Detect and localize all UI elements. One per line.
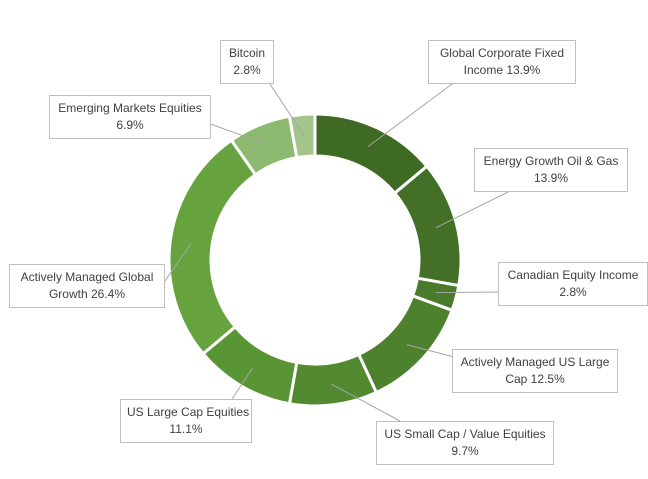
callout-canadian-equity-income: Canadian Equity Income 2.8% <box>498 262 648 306</box>
leader-line <box>265 77 305 136</box>
leader-line <box>164 243 192 282</box>
callout-value: 2.8% <box>559 285 587 299</box>
callout-label: Energy Growth Oil & Gas <box>483 154 619 168</box>
callout-value: 9.7% <box>451 444 479 458</box>
callout-energy-growth-oil-gas: Energy Growth Oil & Gas 13.9% <box>474 148 628 192</box>
chart-slices <box>167 112 463 408</box>
callout-label: Canadian Equity Income <box>507 268 639 282</box>
callout-value: Income 13.9% <box>463 63 541 77</box>
callout-label: Global Corporate Fixed <box>439 46 565 60</box>
callout-label: US Large Cap Equities <box>127 405 250 419</box>
callout-us-small-cap-value-equities: US Small Cap / Value Equities 9.7% <box>376 421 554 465</box>
callout-value: Cap 12.5% <box>505 372 565 386</box>
leader-line <box>367 77 461 148</box>
callout-bitcoin: Bitcoin 2.8% <box>220 40 274 84</box>
callout-label: Emerging Markets Equities <box>58 101 202 115</box>
callout-emerging-markets-equities: Emerging Markets Equities 6.9% <box>49 95 211 139</box>
callout-global-corporate-fixed-income: Global Corporate Fixed Income 13.9% <box>428 40 576 84</box>
leader-line <box>231 367 253 400</box>
callout-value: 11.1% <box>169 422 203 436</box>
callout-actively-managed-global-growth: Actively Managed Global Growth 26.4% <box>9 264 165 308</box>
callout-actively-managed-us-large-cap: Actively Managed US Large Cap 12.5% <box>452 349 618 393</box>
callout-label: Actively Managed US Large <box>460 355 610 369</box>
callout-value: 6.9% <box>116 118 144 132</box>
slice-energy-growth-oil-gas <box>392 164 463 288</box>
callout-value: 2.8% <box>233 63 261 77</box>
leader-line <box>435 291 501 294</box>
slice-bitcoin <box>287 112 317 160</box>
slice-us-small-cap-value-equities <box>287 352 379 408</box>
callout-value: 13.9% <box>533 171 569 185</box>
slice-actively-managed-us-large-cap <box>356 293 454 395</box>
callout-label: Actively Managed Global <box>20 270 154 284</box>
callout-us-large-cap-equities: US Large Cap Equities 11.1% <box>120 399 252 443</box>
callout-label: Bitcoin <box>228 46 266 60</box>
callout-value: Growth 26.4% <box>48 287 126 301</box>
leader-line <box>204 121 268 145</box>
leader-lines <box>164 77 521 422</box>
leader-line <box>330 383 401 422</box>
callout-label: US Small Cap / Value Equities <box>384 427 546 441</box>
leader-line <box>406 344 459 359</box>
leader-line <box>435 185 521 229</box>
slice-actively-managed-global-growth <box>167 138 258 356</box>
